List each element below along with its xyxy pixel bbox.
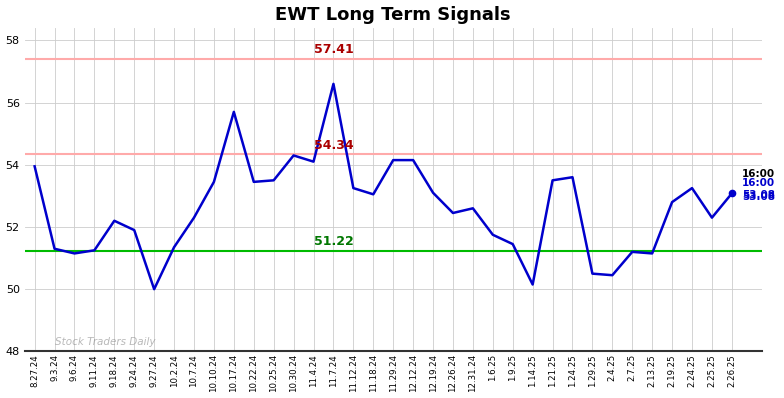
Title: EWT Long Term Signals: EWT Long Term Signals xyxy=(275,6,511,23)
Text: 51.22: 51.22 xyxy=(314,236,354,248)
Text: 16:00: 16:00 xyxy=(742,170,775,179)
Text: Stock Traders Daily: Stock Traders Daily xyxy=(55,337,155,347)
Text: 16:00
53.08: 16:00 53.08 xyxy=(742,178,775,199)
Text: 54.34: 54.34 xyxy=(314,139,354,152)
Text: 53.08: 53.08 xyxy=(742,192,775,202)
Text: 57.41: 57.41 xyxy=(314,43,354,56)
